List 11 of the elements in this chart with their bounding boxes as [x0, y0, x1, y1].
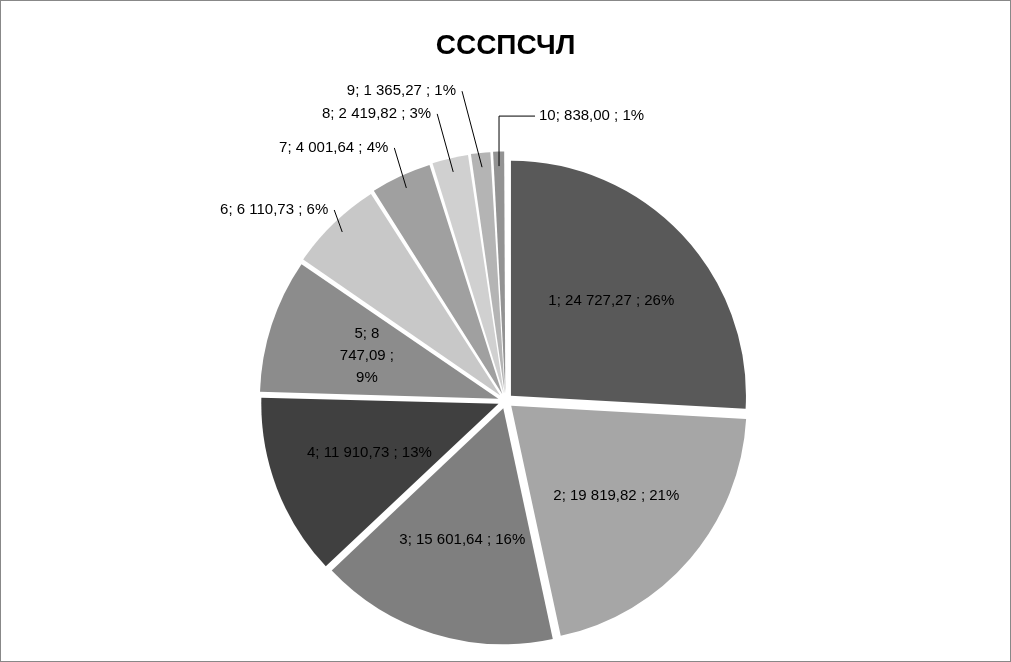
slice-label: 3; 15 601,64 ; 16% — [399, 530, 526, 548]
slice-label: 8; 2 419,82 ; 3% — [321, 104, 432, 122]
slice-label: 2; 19 819,82 ; 21% — [553, 485, 680, 503]
slice-label: 6; 6 110,73 ; 6% — [220, 200, 329, 218]
chart-title: СССПСЧЛ — [435, 28, 576, 60]
slice-label: 9; 1 365,27 ; 1% — [346, 81, 457, 99]
slice-label: 1; 24 727,27 ; 26% — [548, 291, 675, 309]
slice-label: 7; 4 001,64 ; 4% — [279, 138, 389, 156]
slice-label: 10; 838,00 ; 1% — [539, 106, 645, 124]
slice-label: 4; 11 910,73 ; 13% — [306, 443, 432, 461]
slice-label: 5; 8 747,09 ; 9% — [339, 324, 395, 386]
